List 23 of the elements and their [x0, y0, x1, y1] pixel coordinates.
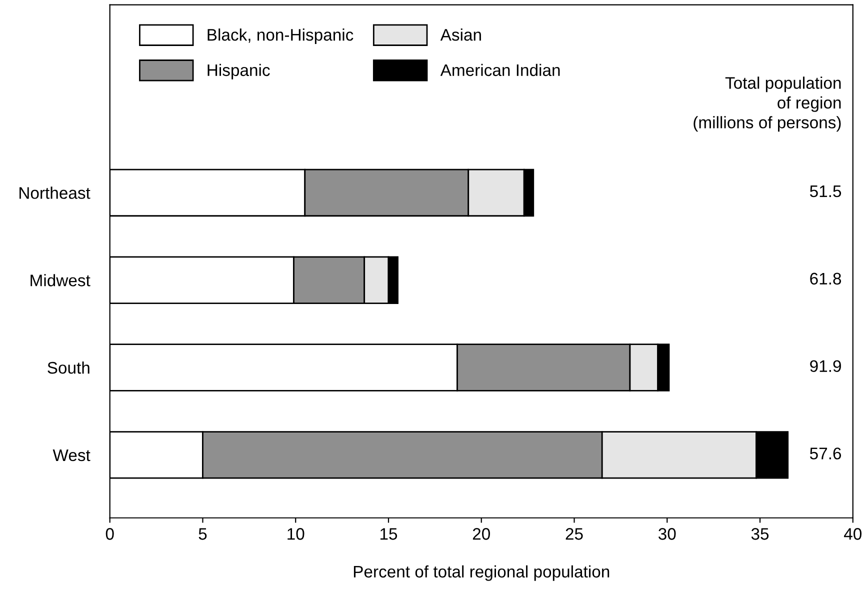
x-tick-label: 10: [288, 528, 304, 540]
text: Total population of region (millions of persons): [694, 76, 841, 132]
x-tick-label: 0: [106, 528, 114, 540]
annotation: 57.6: [810, 448, 842, 460]
annotation: 91.9: [810, 360, 841, 372]
y-tick-label: Northeast: [20, 186, 90, 199]
y-tick-label: Midwest: [30, 274, 90, 286]
x-tick-label: 40: [844, 528, 862, 540]
y-tick-label: West: [52, 450, 90, 462]
x-tick-label: 15: [380, 528, 398, 540]
annotation: 51.5: [810, 186, 842, 198]
legend-label: Asian: [440, 28, 481, 41]
x-tick-label: 20: [472, 528, 490, 540]
legend-label: Black, non-Hispanic: [208, 28, 354, 44]
x-axis-title: Percent of total regional population: [354, 565, 610, 581]
annotation: 61.8: [810, 272, 842, 285]
x-tick-label: 5: [198, 528, 207, 540]
x-tick-label: 35: [751, 528, 769, 540]
legend-label: Hispanic: [208, 64, 270, 80]
y-tick-label: South: [48, 361, 90, 374]
legend-label: American Indian: [440, 64, 560, 76]
x-tick-label: 30: [658, 528, 676, 540]
x-tick-label: 25: [566, 528, 583, 540]
